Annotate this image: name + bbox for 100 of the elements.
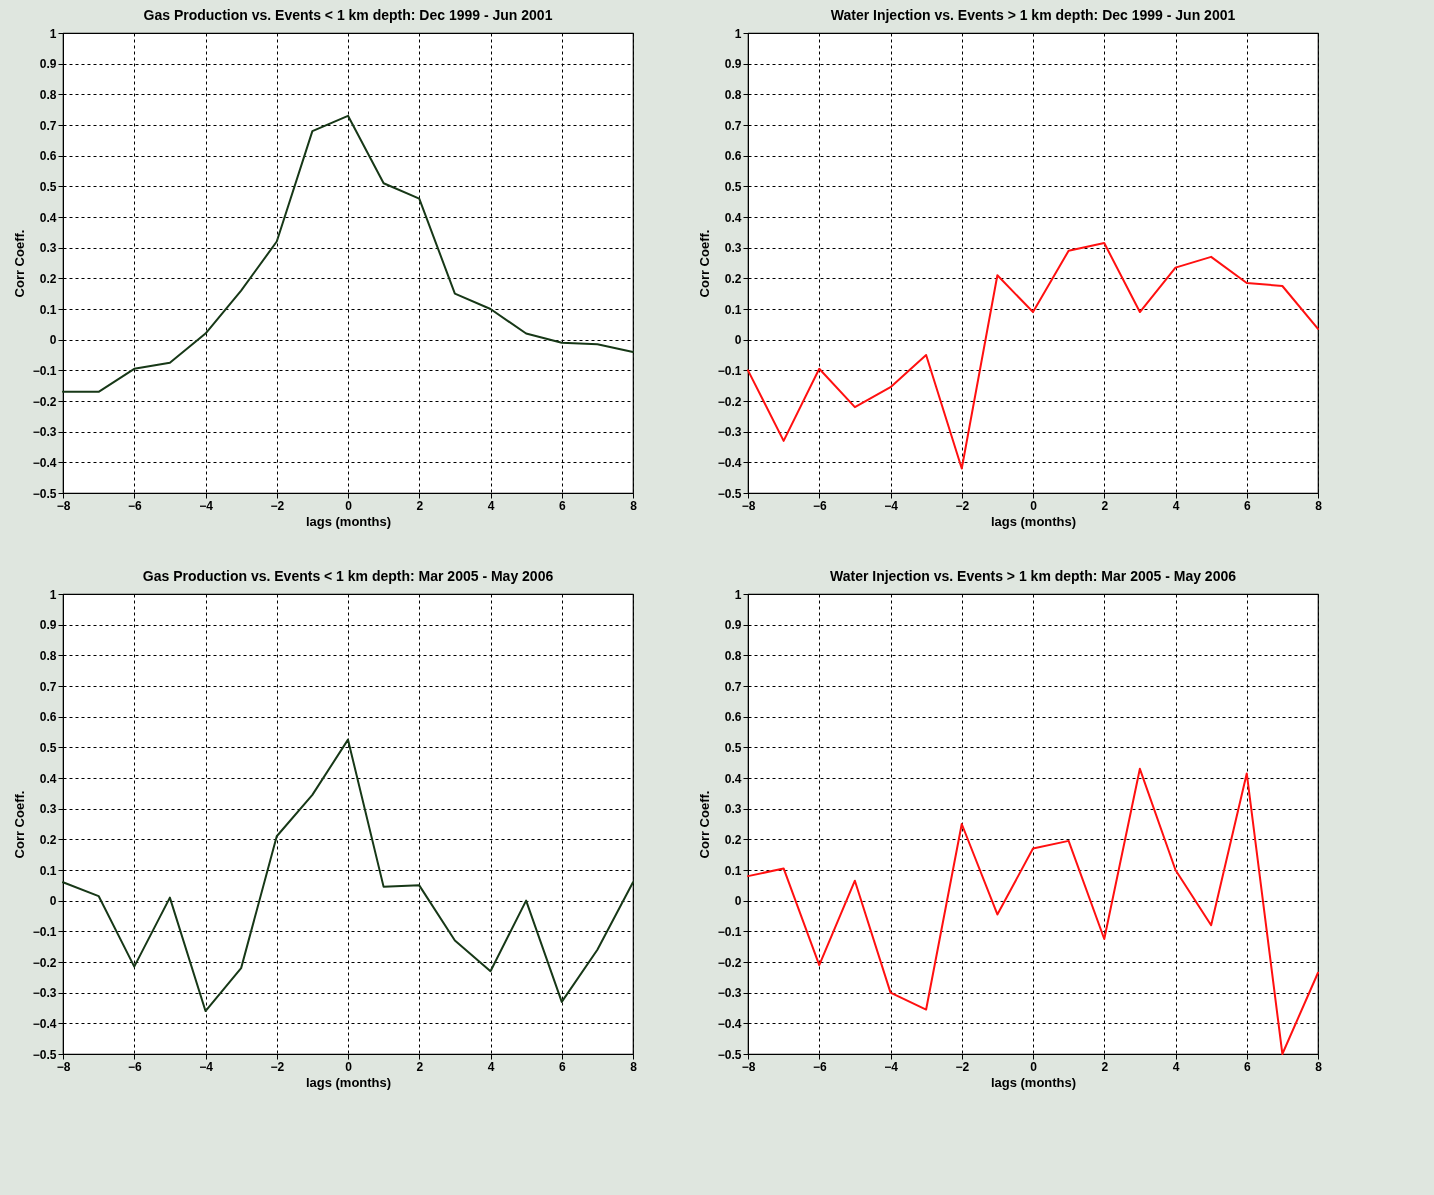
x-tick-label: −2: [270, 498, 285, 513]
y-tick-label: −0.2: [32, 955, 57, 970]
y-tick-label: 0.9: [724, 57, 742, 72]
y-tick-label: 0.3: [724, 241, 742, 256]
x-tick-label: 0: [1030, 1059, 1038, 1074]
y-tick-label: −0.1: [32, 363, 57, 378]
x-tick-label: 8: [1315, 1059, 1323, 1074]
x-tick-label: −8: [56, 1059, 71, 1074]
x-tick-label: 2: [1101, 498, 1109, 513]
x-tick-label: −6: [812, 1059, 827, 1074]
y-tick-label: −0.5: [717, 1047, 742, 1062]
y-tick-label: 0.8: [39, 648, 57, 663]
x-tick-label: 8: [630, 1059, 638, 1074]
y-tick-label: 0.5: [39, 179, 57, 194]
x-tick-label: 0: [1030, 498, 1038, 513]
y-axis-title: Corr Coeff.: [11, 229, 27, 298]
y-tick-label: −0.4: [32, 1016, 57, 1031]
x-tick-label: 8: [1315, 498, 1323, 513]
chart-title: Water Injection vs. Events > 1 km depth: Mar 2005 - May 2006: [829, 568, 1237, 584]
x-tick-label: −6: [127, 1059, 142, 1074]
x-axis-title: lags (months): [990, 1074, 1077, 1090]
x-axis-title: lags (months): [990, 513, 1077, 529]
y-tick-label: 0: [734, 894, 742, 909]
y-tick-label: −0.2: [32, 394, 57, 409]
y-tick-label: −0.3: [717, 425, 742, 440]
x-tick-label: 2: [416, 498, 424, 513]
y-tick-label: 0.7: [724, 679, 742, 694]
x-tick-label: −4: [199, 1059, 214, 1074]
x-tick-label: 6: [1243, 1059, 1251, 1074]
y-tick-label: 0.6: [724, 149, 742, 164]
y-tick-label: 0.7: [724, 118, 742, 133]
y-tick-label: 0.3: [39, 802, 57, 817]
x-tick-label: −8: [741, 1059, 756, 1074]
y-tick-label: 0.4: [724, 771, 742, 786]
x-tick-label: −8: [56, 498, 71, 513]
y-tick-label: 0: [49, 894, 57, 909]
y-tick-label: 0.2: [39, 271, 57, 286]
x-tick-label: 2: [1101, 1059, 1109, 1074]
x-tick-label: 6: [1243, 498, 1251, 513]
chart-title: Water Injection vs. Events > 1 km depth: Dec 1999 - Jun 2001: [830, 7, 1236, 23]
y-axis-title: Corr Coeff.: [696, 790, 712, 859]
x-tick-label: −2: [955, 498, 970, 513]
y-tick-label: 0.9: [39, 618, 57, 633]
y-tick-label: 0.5: [724, 179, 742, 194]
line-series: [62, 114, 634, 393]
y-tick-label: 0.2: [724, 271, 742, 286]
chart-title: Gas Production vs. Events < 1 km depth: Dec 1999 - Jun 2001: [143, 7, 553, 23]
y-tick-label: −0.1: [32, 924, 57, 939]
y-tick-label: 1: [49, 26, 57, 41]
y-tick-label: 0.9: [724, 618, 742, 633]
chart-title: Gas Production vs. Events < 1 km depth: Mar 2005 - May 2006: [142, 568, 554, 584]
y-axis-title: Corr Coeff.: [696, 229, 712, 298]
x-tick-label: 4: [1172, 1059, 1180, 1074]
y-axis-title: Corr Coeff.: [11, 790, 27, 859]
y-tick-label: −0.5: [717, 486, 742, 501]
y-tick-label: 0: [734, 333, 742, 348]
y-tick-label: 1: [734, 26, 742, 41]
x-tick-label: −4: [884, 498, 899, 513]
x-tick-label: −2: [955, 1059, 970, 1074]
y-tick-label: 0.2: [724, 832, 742, 847]
x-tick-label: −4: [199, 498, 214, 513]
y-tick-label: 1: [49, 587, 57, 602]
y-tick-label: 0: [49, 333, 57, 348]
line-series: [747, 242, 1319, 470]
y-tick-label: 0.5: [724, 740, 742, 755]
x-axis-title: lags (months): [305, 513, 392, 529]
y-tick-label: 0.5: [39, 740, 57, 755]
y-tick-label: −0.4: [717, 455, 742, 470]
x-tick-label: 0: [345, 498, 353, 513]
y-tick-label: 0.4: [724, 210, 742, 225]
y-tick-label: 0.1: [39, 302, 57, 317]
line-series: [747, 767, 1319, 1055]
y-tick-label: −0.2: [717, 955, 742, 970]
y-tick-label: 0.7: [39, 118, 57, 133]
y-tick-label: −0.5: [32, 1047, 57, 1062]
x-tick-label: 0: [345, 1059, 353, 1074]
x-axis-title: lags (months): [305, 1074, 392, 1090]
x-tick-label: 2: [416, 1059, 424, 1074]
x-tick-label: −6: [812, 498, 827, 513]
y-tick-label: 0.3: [39, 241, 57, 256]
x-tick-label: 4: [487, 1059, 495, 1074]
x-tick-label: −4: [884, 1059, 899, 1074]
x-tick-label: 8: [630, 498, 638, 513]
y-tick-label: 0.1: [39, 863, 57, 878]
y-tick-label: 0.1: [724, 302, 742, 317]
y-tick-label: −0.2: [717, 394, 742, 409]
x-tick-label: 6: [558, 498, 566, 513]
y-tick-label: 0.3: [724, 802, 742, 817]
y-tick-label: 0.6: [724, 710, 742, 725]
y-tick-label: 0.6: [39, 149, 57, 164]
y-tick-label: 0.2: [39, 832, 57, 847]
y-tick-label: −0.4: [717, 1016, 742, 1031]
y-tick-label: 0.8: [39, 87, 57, 102]
x-tick-label: −8: [741, 498, 756, 513]
x-tick-label: 4: [1172, 498, 1180, 513]
y-tick-label: −0.1: [717, 924, 742, 939]
y-tick-label: −0.4: [32, 455, 57, 470]
line-series: [62, 738, 634, 1013]
y-tick-label: −0.5: [32, 486, 57, 501]
x-tick-label: −2: [270, 1059, 285, 1074]
